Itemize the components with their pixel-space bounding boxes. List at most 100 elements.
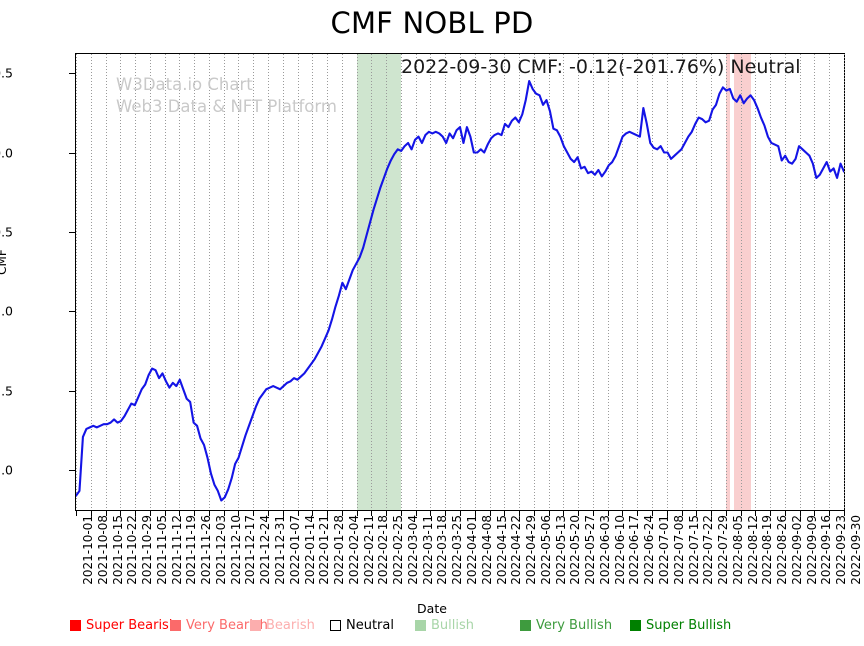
gridline: [799, 54, 801, 510]
x-tick-label: 2022-09-16: [819, 515, 834, 585]
legend-item-bearish[interactable]: Bearish: [250, 618, 315, 633]
x-tick-label: 2022-05-13: [553, 515, 568, 585]
x-tick-label: 2022-07-29: [716, 515, 731, 585]
gridline: [135, 54, 137, 510]
gridline: [504, 54, 506, 510]
gridline: [90, 54, 92, 510]
x-tick-label: 2022-04-08: [479, 515, 494, 585]
x-tick-label: 2022-08-05: [730, 515, 745, 585]
x-tick-mark: [592, 511, 594, 516]
x-tick-mark: [578, 511, 580, 516]
gridline: [312, 54, 314, 510]
legend-item-super-bullish[interactable]: Super Bullish: [630, 618, 731, 633]
legend-swatch-icon: [415, 620, 426, 631]
x-tick-label: 2022-09-02: [789, 515, 804, 585]
x-tick-mark: [327, 511, 329, 516]
x-tick-label: 2022-07-15: [686, 515, 701, 585]
x-tick-label: 2021-11-12: [169, 515, 184, 585]
gridline: [164, 54, 166, 510]
x-tick-mark: [474, 511, 476, 516]
x-tick-label: 2022-06-03: [597, 515, 612, 585]
x-tick-label: 2022-04-22: [509, 515, 524, 585]
gridline: [194, 54, 196, 510]
gridline: [179, 54, 181, 510]
gridline: [253, 54, 255, 510]
gridline: [297, 54, 299, 510]
y-tick-mark: [69, 390, 75, 392]
x-tick-mark: [519, 511, 521, 516]
x-tick-mark: [415, 511, 417, 516]
x-tick-mark: [725, 511, 727, 516]
legend-item-neutral[interactable]: Neutral: [330, 618, 394, 633]
gridline: [223, 54, 225, 510]
gridline: [755, 54, 757, 510]
legend-item-very-bullish[interactable]: Very Bullish: [520, 618, 612, 633]
x-tick-label: 2022-01-28: [332, 515, 347, 585]
y-tick-label: −1.5: [0, 383, 13, 399]
x-tick-mark: [681, 511, 683, 516]
legend-label: Neutral: [346, 618, 394, 633]
x-tick-label: 2022-04-15: [494, 515, 509, 585]
x-tick-label: 2022-09-09: [804, 515, 819, 585]
gridline: [637, 54, 639, 510]
gridline: [489, 54, 491, 510]
gridline: [268, 54, 269, 510]
x-tick-mark: [844, 511, 845, 516]
x-tick-mark: [371, 511, 373, 516]
x-tick-mark: [696, 511, 698, 516]
legend-swatch-icon: [630, 620, 641, 631]
gridline: [770, 54, 772, 510]
x-tick-mark: [135, 511, 137, 516]
x-tick-label: 2022-02-11: [361, 515, 376, 585]
legend-item-very-bearish[interactable]: Very Bearish: [170, 618, 268, 633]
gridline: [814, 54, 816, 510]
x-tick-label: 2021-12-17: [243, 515, 258, 585]
x-tick-label: 2022-07-01: [657, 515, 671, 585]
x-tick-label: 2022-04-29: [524, 515, 539, 585]
x-tick-label: 2022-05-20: [568, 515, 583, 585]
x-tick-mark: [341, 511, 343, 516]
gridline: [282, 54, 284, 510]
gridline: [829, 54, 831, 510]
gridline: [238, 54, 240, 510]
legend-item-super-bearish[interactable]: Super Bearish: [70, 618, 177, 633]
legend-label: Very Bullish: [536, 618, 613, 633]
x-tick-mark: [386, 511, 388, 516]
plot-area[interactable]: W3Data.io Chart Web3 Data & NFT Platform …: [75, 53, 845, 511]
x-tick-label: 2022-01-21: [317, 515, 332, 585]
legend-swatch-icon: [330, 620, 341, 631]
y-tick-mark: [69, 470, 75, 472]
legend-label: Bullish: [431, 618, 475, 633]
x-tick-label: 2022-03-25: [450, 515, 465, 585]
x-tick-mark: [312, 511, 314, 516]
x-tick-label: 2022-01-14: [302, 515, 317, 585]
gridline: [474, 54, 476, 510]
x-tick-mark: [90, 511, 92, 516]
x-tick-mark: [268, 511, 269, 516]
x-tick-label: 2022-06-17: [627, 515, 642, 585]
x-tick-mark: [814, 511, 816, 516]
x-tick-mark: [179, 511, 181, 516]
x-tick-mark: [799, 511, 801, 516]
y-tick-label: −0.5: [0, 224, 13, 240]
y-tick-label: 0.5: [0, 65, 13, 81]
x-tick-mark: [238, 511, 240, 516]
gridline: [386, 54, 388, 510]
y-tick-label: 0.0: [0, 145, 13, 160]
gridline: [607, 54, 609, 510]
legend-item-bullish[interactable]: Bullish: [415, 618, 474, 633]
y-tick-label: −2.0: [0, 462, 13, 478]
x-tick-mark: [445, 511, 447, 516]
x-tick-label: 2021-12-10: [228, 515, 243, 585]
x-tick-mark: [666, 511, 668, 516]
x-tick-mark: [460, 511, 461, 516]
y-tick-label: −1.0: [0, 303, 13, 319]
gridline: [430, 54, 432, 510]
x-tick-label: 2022-07-22: [701, 515, 716, 585]
x-tick-label: 2022-01-07: [287, 515, 302, 585]
legend-label: Bearish: [266, 618, 315, 633]
x-tick-label: 2021-12-31: [273, 515, 287, 585]
x-tick-mark: [282, 511, 284, 516]
x-tick-mark: [194, 511, 196, 516]
gridline: [533, 54, 535, 510]
